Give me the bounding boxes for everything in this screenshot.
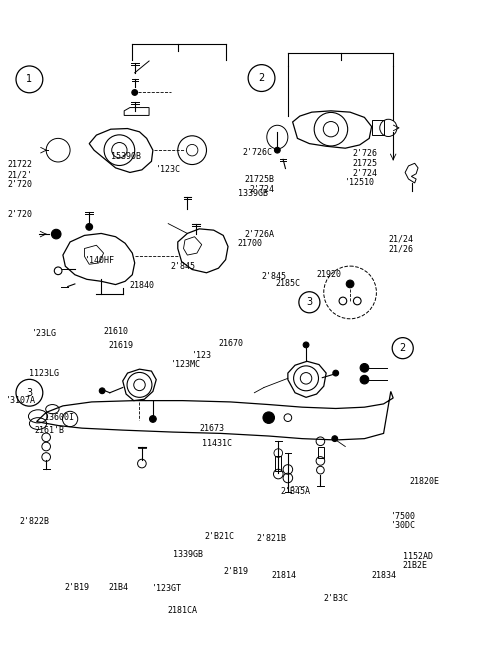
Text: 2'726: 2'726 [352,149,377,158]
Text: 21670: 21670 [218,339,243,348]
Text: 21722: 21722 [8,160,33,169]
Text: '7500: '7500 [391,512,416,521]
Text: 1152AD: 1152AD [403,552,433,561]
Text: '123GT: '123GT [152,584,181,593]
Text: 21/2': 21/2' [8,171,33,179]
Circle shape [51,229,61,239]
Text: 1339GB: 1339GB [238,189,268,198]
Text: 2: 2 [400,343,406,353]
Text: 2'845: 2'845 [262,271,287,281]
Text: 2'726A: 2'726A [245,230,275,239]
Text: 2'724: 2'724 [250,185,275,194]
Text: 2185C: 2185C [276,279,301,288]
Circle shape [132,89,138,95]
Text: 21814: 21814 [271,570,296,579]
Text: 2'B19: 2'B19 [223,566,248,576]
Text: 15390B: 15390B [111,152,141,160]
Text: 13600I: 13600I [44,413,74,422]
Text: 21619: 21619 [108,341,133,350]
Text: 21700: 21700 [238,238,263,248]
Text: '123: '123 [192,351,212,360]
Circle shape [333,370,338,376]
Text: '123MC: '123MC [170,360,201,369]
Text: 2'822B: 2'822B [20,518,50,526]
Circle shape [360,375,369,384]
Circle shape [275,147,280,153]
Text: 21/26: 21/26 [388,244,413,253]
Circle shape [332,436,337,442]
Text: 21840: 21840 [130,281,155,290]
Circle shape [86,223,93,230]
Circle shape [360,363,369,372]
Text: 21B2E: 21B2E [403,561,428,570]
Circle shape [263,412,275,423]
Text: 2'821B: 2'821B [257,533,287,543]
Circle shape [99,388,105,394]
Text: 2'720: 2'720 [8,210,33,219]
Text: 21/24: 21/24 [388,235,413,244]
Text: 21834: 21834 [372,570,396,579]
Text: 11431C: 11431C [202,440,232,448]
Circle shape [150,416,156,422]
Text: 2181CA: 2181CA [168,606,198,615]
Text: 2'B45A: 2'B45A [281,487,311,495]
Text: 21920: 21920 [317,270,342,279]
Text: '12510: '12510 [345,179,375,187]
Text: 3: 3 [306,297,312,307]
Circle shape [346,280,354,288]
Text: 2'B21C: 2'B21C [204,532,234,541]
Text: 21725B: 21725B [245,175,275,183]
Text: '140HF: '140HF [84,256,114,265]
Text: '23LG: '23LG [32,328,57,338]
Text: 21673: 21673 [199,424,224,433]
Text: '30DC: '30DC [391,521,416,530]
Text: 21610: 21610 [104,327,129,336]
Text: 3: 3 [26,388,33,397]
Text: 2'845: 2'845 [170,262,196,271]
Circle shape [303,342,309,348]
Text: 2: 2 [258,73,264,83]
Text: 1: 1 [26,74,33,84]
Text: 21820E: 21820E [410,477,440,486]
Text: 2'724: 2'724 [352,169,377,177]
Text: 2161'B: 2161'B [34,426,64,436]
Text: 1339GB: 1339GB [173,550,203,559]
Text: 2'726C: 2'726C [242,148,272,157]
Text: 21B4: 21B4 [108,583,128,592]
Text: 1123LG: 1123LG [29,369,60,378]
Text: '123C: '123C [156,166,181,174]
Text: 21725: 21725 [352,160,377,168]
Text: 2'B3C: 2'B3C [323,594,348,603]
Text: 2'B19: 2'B19 [65,583,90,592]
Text: '3107A: '3107A [5,396,36,405]
Text: 2'720: 2'720 [8,180,33,189]
